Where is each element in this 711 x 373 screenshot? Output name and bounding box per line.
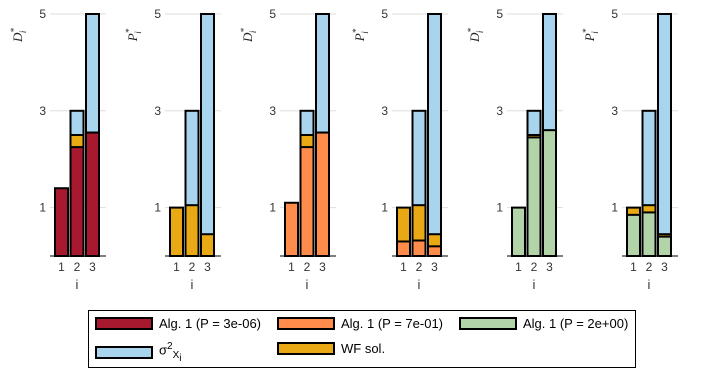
legend-label-alg1: Alg. 1 (P = 3e-06) — [159, 316, 262, 331]
panel-2-xtick-label-3: 3 — [204, 260, 211, 274]
legend-swatch-wf — [277, 342, 335, 355]
panel-1-ytick-label: 1 — [39, 201, 46, 215]
panel-2-bar-wf-3 — [200, 233, 215, 258]
panel-4-ytick-label: 1 — [381, 201, 388, 215]
panel-3-bar-alg-3 — [315, 131, 330, 257]
panel-5-xtick-label-3: 3 — [546, 260, 553, 274]
panel-6-ylabel: P*i — [581, 28, 600, 42]
panel-5-xtick-label-1: 1 — [515, 260, 522, 274]
panel-2-ytick-label: 1 — [154, 201, 161, 215]
legend-label-alg2: Alg. 1 (P = 7e-01) — [341, 316, 444, 331]
panel-6-ytick-label: 1 — [611, 201, 618, 215]
panel-4-bar-alg-1 — [396, 240, 411, 257]
panel-3-bar-alg-2 — [299, 146, 315, 258]
panel-2-xtick-label-1: 1 — [173, 260, 180, 274]
panel-5-ytick-label: 3 — [496, 104, 503, 118]
legend-swatch-alg2 — [277, 317, 335, 330]
panel-1-bar-alg-2 — [69, 146, 85, 258]
panel-4-xlabel: i — [418, 277, 421, 292]
panel-6-bar-alg-1 — [626, 213, 641, 257]
legend-label-wf: WF sol. — [341, 341, 386, 356]
panel-1-ytick-label: 3 — [39, 104, 46, 118]
panel-5-xlabel: i — [533, 277, 536, 292]
panel-1-xtick-label-2: 2 — [74, 260, 81, 274]
panel-2-bar-wf-2 — [184, 204, 200, 257]
panel-6-ytick-label: 5 — [611, 7, 618, 21]
panel-6-xlabel: i — [648, 277, 651, 292]
panel-5-xtick-label-2: 2 — [531, 260, 538, 274]
panel-4-ylabel: P*i — [351, 28, 370, 42]
panel-6-bar-alg-2 — [641, 211, 657, 258]
panel-5-bar-alg-3 — [542, 129, 557, 257]
legend-item-wf: WF sol. — [277, 341, 385, 356]
panel-6-xtick-label-3: 3 — [661, 260, 668, 274]
panel-4-xtick-label-2: 2 — [416, 260, 423, 274]
panel-3-ylabel: D*i — [239, 28, 258, 43]
legend-item-alg3: Alg. 1 (P = 2e+00) — [459, 316, 628, 331]
panel-1-xtick-label-3: 3 — [89, 260, 96, 274]
panel-3-bar-alg-1 — [284, 201, 299, 257]
panel-1-xtick-label-1: 1 — [58, 260, 65, 274]
panel-1-bar-alg-1 — [54, 187, 69, 258]
legend-label-sigma: σ2Xi — [159, 341, 182, 364]
panel-6-bar-sigma-3 — [657, 13, 672, 257]
panel-4-bar-sigma-3 — [427, 13, 442, 257]
panel-4-bar-alg-2 — [411, 239, 427, 257]
panel-5-ytick-label: 1 — [496, 201, 503, 215]
panel-2-bar-sigma-3 — [200, 13, 215, 257]
legend-item-alg2: Alg. 1 (P = 7e-01) — [277, 316, 443, 331]
legend-label-alg3: Alg. 1 (P = 2e+00) — [523, 316, 629, 331]
panel-4-bar-alg-3 — [427, 245, 442, 258]
panel-2-ytick-label: 5 — [154, 7, 161, 21]
panel-1-bar-alg-3 — [85, 131, 100, 257]
panel-4-xtick-label-3: 3 — [431, 260, 438, 274]
panel-4-ytick-label: 3 — [381, 104, 388, 118]
panel-1-ylabel: D*i — [9, 28, 28, 43]
panel-3-xtick-label-3: 3 — [319, 260, 326, 274]
panel-2-bar-wf-1 — [169, 206, 184, 258]
legend-swatch-alg1 — [95, 317, 153, 330]
panel-2-ytick-label: 3 — [154, 104, 161, 118]
panel-5-bar-alg-2 — [526, 136, 542, 257]
panel-1-ytick-label: 5 — [39, 7, 46, 21]
panel-3-xtick-label-1: 1 — [288, 260, 295, 274]
panel-5-bar-alg-1 — [511, 206, 526, 258]
panel-3-ytick-label: 1 — [269, 201, 276, 215]
panel-3-ytick-label: 5 — [269, 7, 276, 21]
panel-6-xtick-label-1: 1 — [630, 260, 637, 274]
panel-3-xlabel: i — [306, 277, 309, 292]
panel-2-xtick-label-2: 2 — [189, 260, 196, 274]
panel-2-xlabel: i — [191, 277, 194, 292]
panel-4-ytick-label: 5 — [381, 7, 388, 21]
legend-swatch-sigma — [95, 345, 153, 359]
panel-3-ytick-label: 3 — [269, 104, 276, 118]
legend-item-alg1: Alg. 1 (P = 3e-06) — [95, 316, 261, 331]
panel-4-xtick-label-1: 1 — [400, 260, 407, 274]
legend-item-sigma: σ2Xi — [95, 341, 182, 364]
panel-6-bar-alg-3 — [657, 235, 672, 257]
panel-1-xlabel: i — [76, 277, 79, 292]
panel-5-ylabel: D*i — [466, 28, 485, 43]
legend-swatch-alg3 — [459, 317, 517, 330]
panel-6-xtick-label-2: 2 — [646, 260, 653, 274]
chart-legend: Alg. 1 (P = 3e-06) Alg. 1 (P = 7e-01) Al… — [88, 310, 636, 368]
panel-2-ylabel: P*i — [124, 28, 143, 42]
panel-6-ytick-label: 3 — [611, 104, 618, 118]
panel-3-xtick-label-2: 2 — [304, 260, 311, 274]
panel-5-ytick-label: 5 — [496, 7, 503, 21]
